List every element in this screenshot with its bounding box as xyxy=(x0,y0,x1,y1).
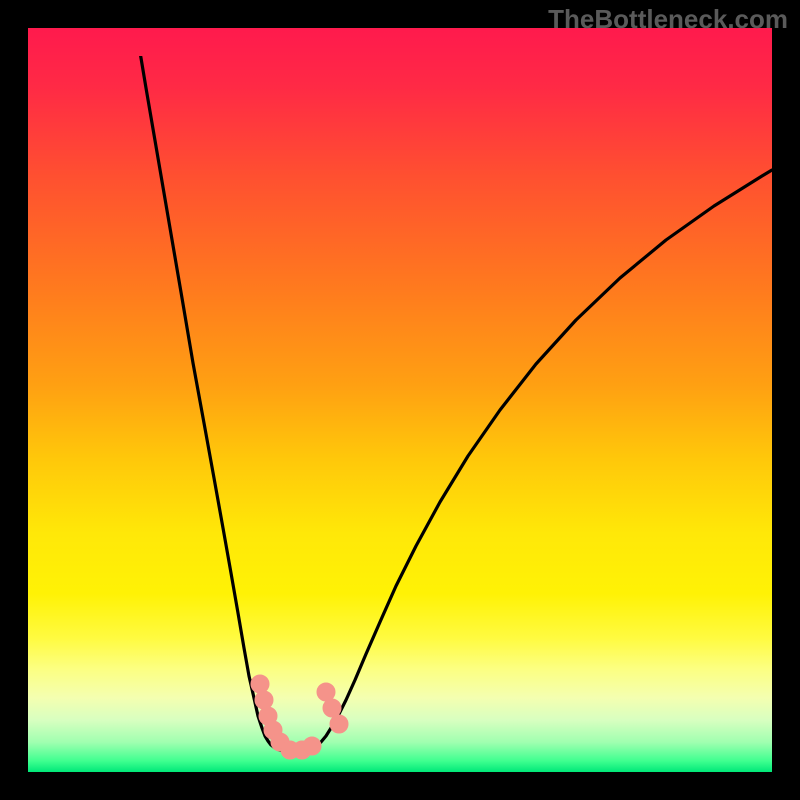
plot-area xyxy=(28,28,772,772)
data-marker xyxy=(303,737,321,755)
data-marker xyxy=(330,715,348,733)
bottleneck-chart xyxy=(0,0,800,800)
data-marker xyxy=(317,683,335,701)
data-marker xyxy=(323,699,341,717)
data-marker xyxy=(255,691,273,709)
chart-frame: TheBottleneck.com xyxy=(0,0,800,800)
data-marker xyxy=(251,675,269,693)
watermark-text: TheBottleneck.com xyxy=(548,4,788,35)
